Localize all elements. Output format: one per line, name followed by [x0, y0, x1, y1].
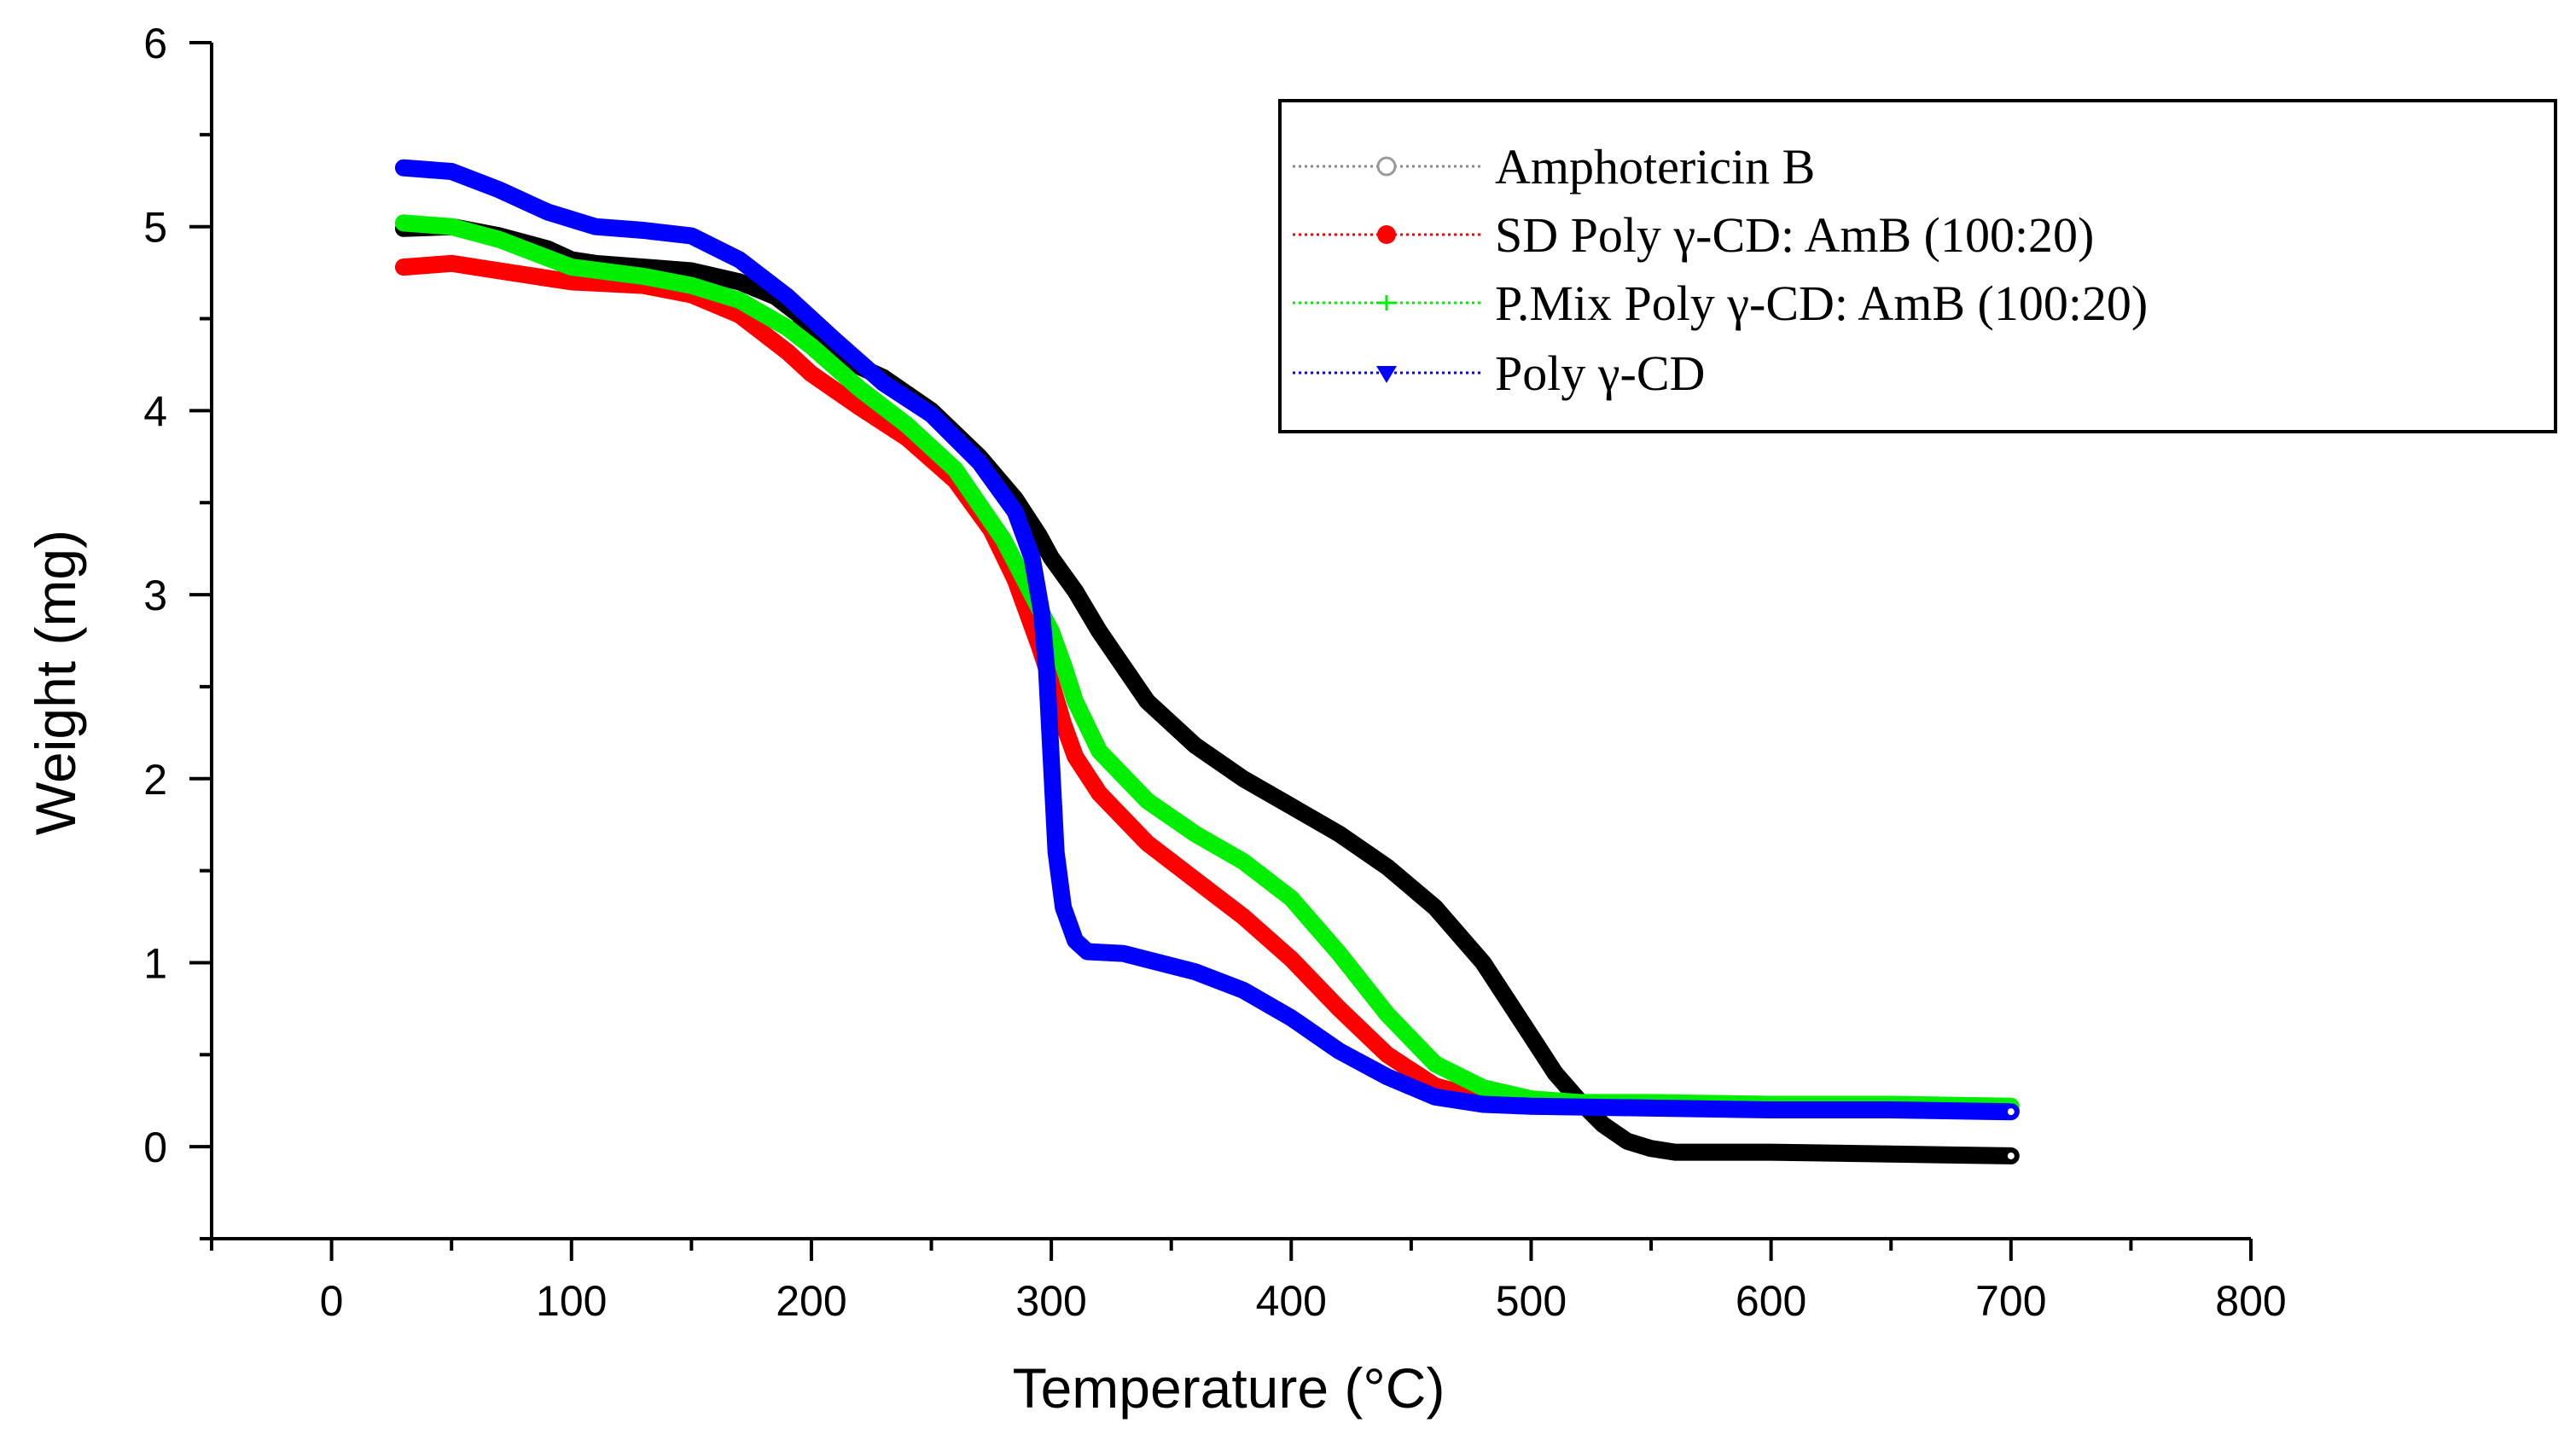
- x-tick-label: 100: [536, 1277, 607, 1325]
- legend-label-1: SD Poly γ-CD: AmB (100:20): [1495, 207, 2094, 263]
- x-axis-title: Temperature (°C): [1013, 1356, 1445, 1420]
- x-tick-label: 500: [1496, 1277, 1567, 1325]
- legend-box: [1278, 99, 2557, 433]
- legend-marker-filled-circle: [1377, 225, 1396, 244]
- y-tick-label: 0: [143, 1124, 167, 1171]
- x-tick-label: 700: [1975, 1277, 2046, 1325]
- axes: 0 1 2 3 4 5 6 0 100 200 300 400 500 600 700 800: [143, 20, 2287, 1325]
- legend: Amphotericin B SD Poly γ-CD: AmB (100:20)…: [1278, 99, 2557, 433]
- x-tick-label: 300: [1015, 1277, 1086, 1325]
- y-tick-label: 3: [143, 572, 167, 619]
- legend-marker-triangle: [1376, 366, 1397, 383]
- x-tick-label: 0: [320, 1277, 344, 1325]
- series-end-point-3: [2005, 1106, 2016, 1118]
- y-axis-title: Weight (mg): [24, 530, 87, 835]
- series-line-3: [394, 159, 2020, 1121]
- legend-label-3: Poly γ-CD: [1495, 346, 1705, 401]
- series-line-2: [394, 214, 2020, 1115]
- legend-label-0: Amphotericin B: [1495, 139, 1815, 195]
- series-layer: [394, 159, 2020, 1164]
- series-line-0: [394, 218, 2020, 1164]
- x-tick-label: 600: [1736, 1277, 1806, 1325]
- series-end-point-0: [2005, 1150, 2016, 1161]
- legend-label-2: P.Mix Poly γ-CD: AmB (100:20): [1495, 276, 2148, 331]
- legend-marker-open-circle: [1376, 156, 1397, 177]
- x-tick-label: 400: [1256, 1277, 1327, 1325]
- legend-marker-plus: [1379, 295, 1394, 311]
- y-tick-label: 1: [143, 939, 167, 987]
- y-tick-label: 6: [143, 20, 167, 67]
- y-tick-label: 2: [143, 756, 167, 804]
- y-tick-label: 5: [143, 204, 167, 252]
- x-tick-label: 800: [2215, 1277, 2286, 1325]
- y-tick-label: 4: [143, 387, 167, 435]
- x-tick-label: 200: [776, 1277, 846, 1325]
